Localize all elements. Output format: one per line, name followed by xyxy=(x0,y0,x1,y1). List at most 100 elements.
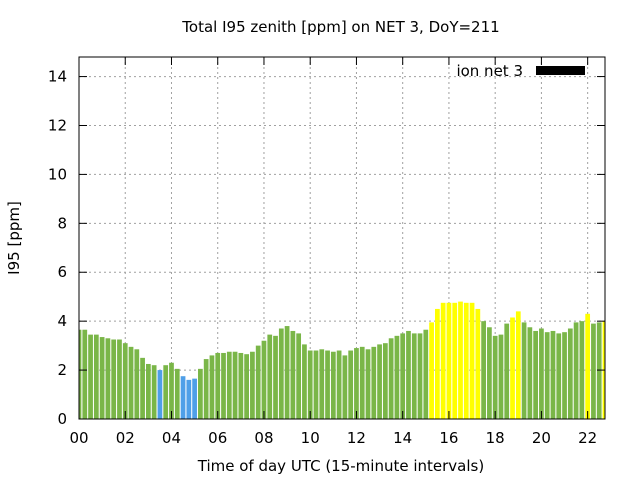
bar xyxy=(122,343,128,419)
y-tick-label: 2 xyxy=(57,361,67,379)
bar xyxy=(492,335,498,419)
bar xyxy=(527,327,533,419)
bar xyxy=(429,322,434,419)
bar xyxy=(284,326,290,419)
legend: ion net 3 xyxy=(456,62,585,80)
bar xyxy=(533,330,539,419)
bar xyxy=(562,332,567,419)
bar xyxy=(596,322,602,419)
bar xyxy=(591,323,596,419)
bar xyxy=(145,363,151,419)
bar xyxy=(273,335,278,419)
y-tick-label: 6 xyxy=(57,263,67,281)
bar xyxy=(423,329,429,419)
bar xyxy=(336,350,342,419)
bar xyxy=(498,334,504,419)
y-axis-label: I95 [ppm] xyxy=(5,201,23,275)
bar xyxy=(354,348,359,419)
bar xyxy=(417,333,423,419)
x-tick-label: 12 xyxy=(347,429,366,447)
bar xyxy=(313,350,319,419)
x-tick-label: 10 xyxy=(301,429,320,447)
bar xyxy=(79,329,82,419)
bar xyxy=(88,334,93,419)
bar xyxy=(163,365,169,419)
bar xyxy=(99,337,105,419)
x-tick-label: 18 xyxy=(486,429,505,447)
bar xyxy=(278,328,284,419)
x-tick-label: 14 xyxy=(393,429,412,447)
y-tick-label: 12 xyxy=(48,116,67,134)
bar xyxy=(82,329,88,419)
bar xyxy=(250,351,255,419)
x-tick-label: 00 xyxy=(69,429,88,447)
bar xyxy=(319,349,325,419)
bar xyxy=(128,346,134,419)
bar xyxy=(487,327,492,419)
bar xyxy=(567,328,573,419)
bar xyxy=(238,352,244,419)
bar xyxy=(504,323,510,419)
x-tick-label: 20 xyxy=(532,429,551,447)
bar xyxy=(244,354,249,419)
x-tick-label: 04 xyxy=(162,429,181,447)
bar xyxy=(226,351,232,419)
bar xyxy=(382,343,388,419)
bar xyxy=(475,308,481,419)
bar xyxy=(267,334,273,419)
bar xyxy=(406,330,411,419)
bar xyxy=(198,368,203,419)
bar xyxy=(117,339,122,419)
x-tick-label: 16 xyxy=(439,429,458,447)
bar xyxy=(539,328,544,419)
bar xyxy=(469,302,475,419)
bar xyxy=(585,313,591,419)
bar xyxy=(180,376,186,419)
bar xyxy=(209,355,215,419)
bar xyxy=(296,333,302,419)
bar xyxy=(307,350,313,419)
bar xyxy=(371,346,377,419)
legend-swatch xyxy=(536,66,585,75)
bar xyxy=(111,339,117,419)
bar xyxy=(203,359,209,419)
bar xyxy=(221,352,226,419)
y-tick-label: 0 xyxy=(57,410,67,428)
y-tick-label: 10 xyxy=(48,165,67,183)
bar xyxy=(151,365,157,419)
y-tick-label: 14 xyxy=(48,68,67,86)
bar xyxy=(515,311,521,419)
bar xyxy=(510,317,515,419)
bar xyxy=(232,351,238,419)
bar xyxy=(157,370,163,419)
bar xyxy=(394,335,400,419)
bar xyxy=(446,302,452,419)
bar xyxy=(521,322,527,419)
bar xyxy=(573,322,579,419)
bar xyxy=(463,302,469,419)
x-axis-label: Time of day UTC (15-minute intervals) xyxy=(197,457,484,475)
bar xyxy=(481,321,486,419)
bar xyxy=(140,357,145,419)
bar xyxy=(452,302,458,419)
bar xyxy=(174,368,180,419)
chart-title: Total I95 zenith [ppm] on NET 3, DoY=211 xyxy=(181,18,499,36)
bar xyxy=(342,355,348,419)
bar xyxy=(544,332,550,419)
bar xyxy=(579,321,585,419)
bar xyxy=(215,352,221,419)
bar xyxy=(400,333,406,419)
bar xyxy=(348,350,354,419)
y-tick-label: 8 xyxy=(57,214,67,232)
bar xyxy=(134,349,140,419)
bar xyxy=(302,344,307,419)
bar xyxy=(186,379,192,419)
bar xyxy=(105,338,111,419)
bar xyxy=(458,301,463,419)
x-tick-label: 06 xyxy=(208,429,227,447)
plot-frame xyxy=(78,56,606,420)
x-tick-label: 02 xyxy=(116,429,135,447)
bar xyxy=(435,308,440,419)
